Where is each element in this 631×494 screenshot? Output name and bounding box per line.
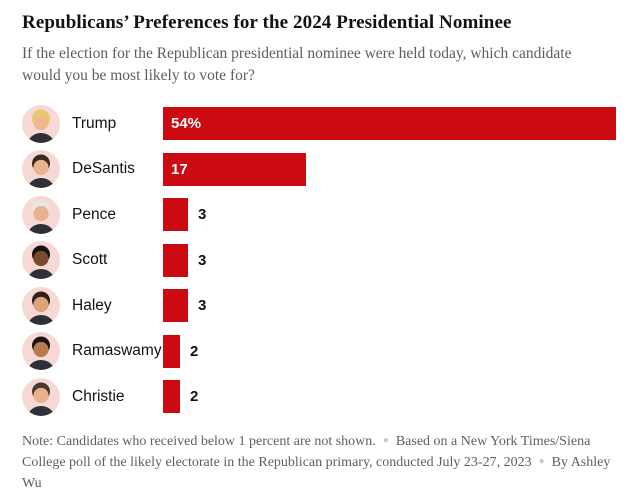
bar [163,289,188,323]
source-text: Based on a New York Times/Siena College … [22,434,591,471]
bar [163,380,180,414]
bar-track: 3 [163,198,207,232]
page-title: Republicans’ Preferences for the 2024 Pr… [22,12,512,33]
candidate-name: Christie [72,387,125,405]
bar-track: 2 [163,380,199,414]
candidate-name: DeSantis [72,160,135,178]
bar-track: 17 [163,152,306,186]
bar-value-label: 17 [171,160,188,178]
chart-row: Ramaswamy 2 [22,328,616,374]
candidate-name: Pence [72,205,116,223]
candidate-name: Ramaswamy [72,342,162,360]
candidate-avatar [22,241,60,280]
candidate-avatar [22,286,60,325]
candidate-avatar [22,104,60,143]
bar-track: 3 [163,243,207,277]
separator-dot-icon: ● [538,456,545,468]
chart-row: DeSantis 17 [22,146,616,192]
bar-track: 3 [163,289,207,323]
byline-text: By Ashley Wu [22,455,611,492]
bar-value-label: 54% [171,115,202,133]
candidate-name: Scott [72,251,108,269]
chart-note: Note: Candidates who received below 1 pe… [22,431,616,494]
chart-row: Scott 3 [22,237,616,283]
bar-track: 2 [163,334,199,368]
candidate-avatar [22,150,60,189]
bar [163,243,188,277]
bar-value-label: 2 [190,342,199,360]
bar-value-label: 3 [198,251,207,269]
bar: 54% [163,107,616,141]
bar-value-label: 2 [190,388,199,406]
bar-track: 54% [163,107,616,141]
candidate-name: Trump [72,114,117,132]
chart-row: Haley 3 [22,283,616,329]
candidate-avatar [22,332,60,371]
candidate-avatar [22,377,60,416]
chart-row: Christie 2 [22,374,616,420]
candidate-name: Haley [72,296,112,314]
bar-value-label: 3 [198,206,207,224]
bar-chart: Trump 54% DeSantis 17 Pence 3 Scott 3 Haley 3 Rama… [22,101,616,420]
note-text: Note: Candidates who received below 1 pe… [22,434,376,450]
separator-dot-icon: ● [382,435,389,447]
bar: 17 [163,152,306,186]
candidate-avatar [22,195,60,234]
bar [163,198,188,232]
bar-value-label: 3 [198,297,207,315]
chart-row: Pence 3 [22,192,616,238]
bar [163,334,180,368]
chart-subtitle: If the election for the Republican presi… [22,44,572,84]
chart-row: Trump 54% [22,101,616,147]
